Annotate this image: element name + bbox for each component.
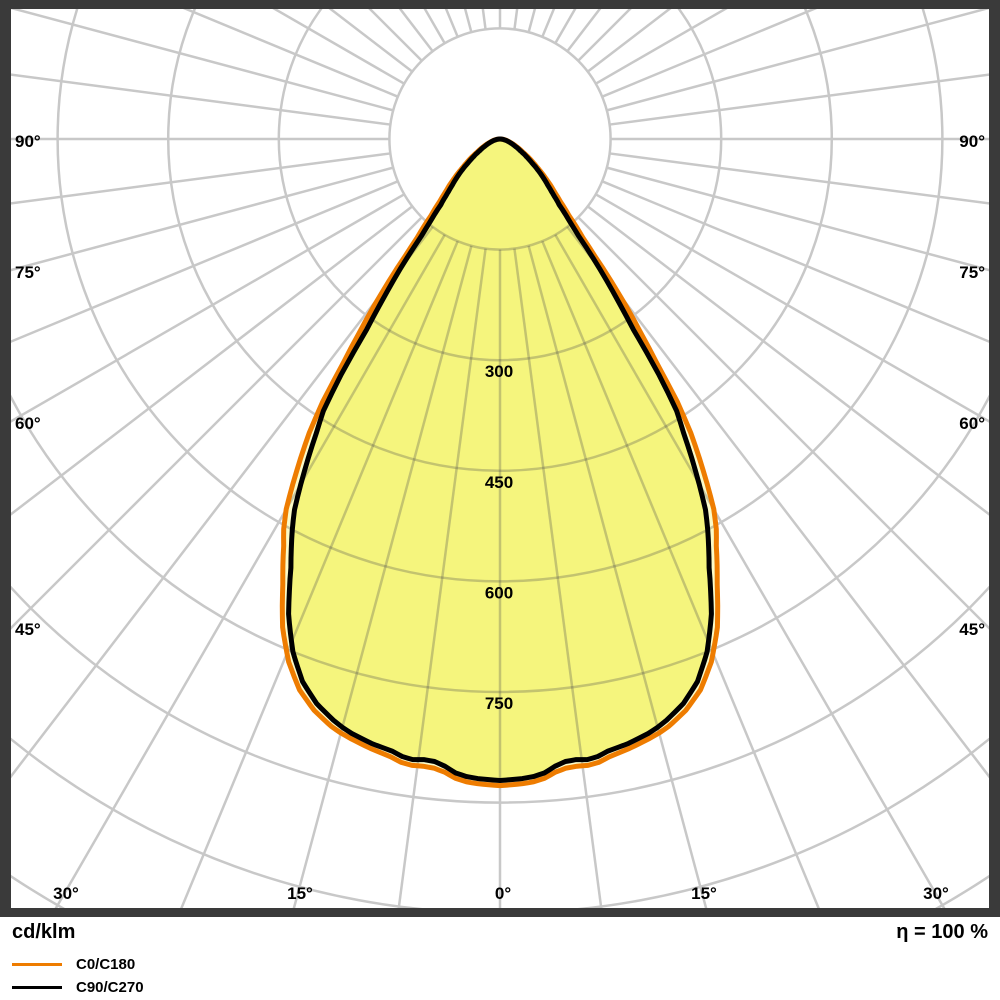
angle-label-left: 75° [15, 263, 41, 282]
grid-spoke [601, 9, 818, 98]
angle-label-left: 45° [15, 620, 41, 639]
angle-label-bottom: 15° [287, 884, 313, 903]
grid-ring [282, 139, 718, 583]
grid-spoke [272, 9, 405, 85]
grid-spoke [11, 166, 394, 272]
radial-tick-label: 750 [485, 694, 513, 713]
radial-tick-label: 600 [485, 583, 513, 602]
grid-spoke [282, 240, 459, 786]
grid-spoke [586, 205, 989, 516]
angle-label-bottom: 0° [495, 884, 511, 903]
grid-spoke [11, 225, 434, 779]
grid-spoke [527, 245, 718, 786]
grid-spoke [11, 216, 423, 630]
legend-line-c0-icon [12, 963, 62, 966]
polar-diagram: 300 450 600 750 90° 75° 60° 45° 90° 75° 60° 45° 30° 1… [0, 0, 1000, 917]
grid-spoke [609, 73, 989, 126]
grid-spoke [11, 205, 414, 516]
grid-spoke [316, 248, 487, 786]
grid-spoke [282, 234, 446, 786]
grid-spoke [11, 73, 391, 126]
angle-label-right: 60° [959, 414, 985, 433]
polar-chart-canvas: 300 450 600 750 90° 75° 60° 45° 90° 75° 60° 45° 30° 1… [0, 0, 1000, 917]
grid-spoke [595, 193, 989, 423]
angle-label-bottom: 15° [691, 884, 717, 903]
grid-spoke [601, 180, 989, 343]
angle-label-left: 60° [15, 414, 41, 433]
grid-spoke [606, 166, 989, 272]
grid-spoke [11, 180, 399, 343]
legend-line-c90-icon [12, 986, 62, 989]
grid-ring [282, 139, 718, 473]
grid-spoke [596, 0, 1000, 84]
plot-area: 300 450 600 750 90° 75° 60° 45° 90° 75° 60° 45° 30° 1… [0, 0, 1000, 908]
grid-ring [388, 139, 612, 251]
grid-spoke [609, 152, 989, 205]
angle-label-right: 90° [959, 132, 985, 151]
legend-label-c0: C0/C180 [76, 956, 136, 973]
angle-label-bottom: 30° [923, 884, 949, 903]
grid-spoke [566, 225, 989, 779]
angle-label-bottom: 30° [53, 884, 79, 903]
grid-spoke [282, 245, 473, 786]
units-label: cd/klm [12, 921, 76, 943]
curve-c90-c270 [286, 136, 714, 783]
grid-spoke [595, 9, 728, 85]
grid-spoke [606, 9, 989, 112]
angle-label-right: 45° [959, 620, 985, 639]
grid-spoke [11, 193, 405, 423]
grid-spoke [577, 216, 989, 630]
grid-ring [282, 139, 718, 362]
grid-spoke [11, 152, 391, 205]
grid-spoke [182, 9, 399, 98]
grid-spoke [11, 9, 394, 112]
radial-tick-label: 450 [485, 473, 513, 492]
efficiency-label: η = 100 % [896, 921, 988, 943]
grid-ring [282, 139, 718, 694]
beam-fill-inner [288, 139, 712, 781]
grid-spoke [0, 0, 404, 84]
plot-frame [0, 0, 1000, 917]
grid-spoke [554, 234, 718, 786]
legend-item-c0: C0/C180 [12, 953, 144, 976]
angle-label-right: 75° [959, 263, 985, 282]
legend-label-c90: C90/C270 [76, 979, 144, 996]
legend-item-c90: C90/C270 [12, 976, 144, 999]
angle-label-left: 90° [15, 132, 41, 151]
legend: C0/C180 C90/C270 [12, 953, 144, 999]
radial-tick-label: 300 [485, 362, 513, 381]
grid-spoke [541, 240, 718, 786]
grid-spoke [513, 248, 684, 786]
